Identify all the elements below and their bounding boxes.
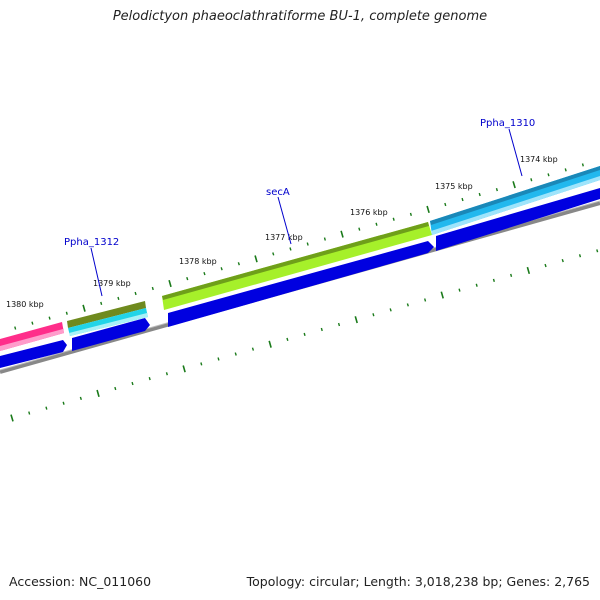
inner-scale-tick: [131, 381, 134, 386]
outer-scale-tick: [168, 279, 172, 288]
inner-scale-tick: [251, 347, 255, 351]
scale-label-1378: 1378 kbp: [179, 257, 217, 266]
inner-scale-tick: [10, 414, 14, 422]
inner-scale-tick: [303, 332, 306, 336]
outer-scale-tick: [14, 326, 17, 330]
gene-label-seca[interactable]: secA: [266, 187, 290, 198]
inner-scale-tick: [526, 266, 531, 275]
inner-scale-tick: [217, 357, 220, 361]
feature-bar-lime[interactable]: [162, 222, 432, 310]
outer-scale-tick: [134, 291, 137, 296]
inner-scale-tick: [475, 283, 478, 287]
inner-scale-tick: [182, 365, 186, 373]
feature-bar-pink-light: [0, 329, 64, 351]
scale-label-1374: 1374 kbp: [520, 155, 558, 164]
inner-scale-tick: [440, 291, 444, 299]
inner-scale-tick: [406, 303, 409, 307]
inner-scale-tick: [79, 396, 82, 401]
scale-label-1376: 1376 kbp: [350, 208, 388, 217]
cds-arrow-ppha-1312[interactable]: [72, 318, 150, 351]
scale-label-1375: 1375 kbp: [435, 182, 473, 191]
outer-scale-tick: [151, 286, 154, 291]
feature-bar-sky-dark: [430, 166, 600, 225]
outer-scale-tick: [220, 267, 223, 271]
inner-scale-tick: [458, 288, 461, 292]
outer-scale-ticks: [14, 163, 584, 330]
inner-scale-ticks: [10, 249, 599, 422]
outer-scale-tick: [203, 271, 206, 276]
inner-scale-tick: [114, 386, 117, 391]
inner-scale-tick: [354, 316, 358, 324]
inner-scale-tick: [596, 249, 599, 253]
scale-label-1380: 1380 kbp: [6, 300, 44, 309]
outer-scale-tick: [254, 255, 258, 263]
accession-text: Accession: NC_011060: [9, 574, 152, 589]
inner-scale-tick: [424, 298, 427, 302]
outer-scale-tick: [117, 296, 120, 300]
inner-scale-tick: [268, 340, 272, 348]
inner-scale-tick: [544, 263, 547, 268]
cds-arrow-ppha-1310[interactable]: [436, 188, 600, 251]
outer-scale-tick: [65, 311, 68, 315]
outer-scale-tick: [237, 262, 240, 266]
outer-scale-tick: [340, 230, 344, 238]
outer-scale-tick: [530, 178, 533, 182]
outer-scale-tick: [495, 188, 498, 192]
inner-scale-tick: [62, 401, 65, 405]
feature-bar-sky-light: [431, 176, 600, 235]
inner-scale-tick: [337, 322, 341, 327]
inner-scale-tick: [578, 254, 582, 258]
inner-scale-tick: [492, 278, 495, 282]
outer-scale-tick: [426, 205, 430, 214]
outer-scale-tick: [547, 173, 550, 177]
cds-arrow-left[interactable]: [0, 340, 67, 368]
genome-summary-text: Topology: circular; Length: 3,018,238 bp…: [246, 574, 590, 589]
gene-label-ppha-1310[interactable]: Ppha_1310: [480, 118, 535, 129]
cds-arrow-seca[interactable]: [168, 241, 434, 327]
inner-scale-tick: [372, 313, 375, 317]
inner-scale-tick: [320, 327, 323, 332]
inner-scale-tick: [286, 337, 289, 341]
outer-scale-tick: [289, 247, 292, 251]
scale-label-1377: 1377 kbp: [265, 233, 303, 242]
outer-scale-tick: [409, 212, 412, 216]
gene-leader-seca: [277, 196, 292, 245]
scale-label-1379: 1379 kbp: [93, 279, 131, 288]
outer-scale-tick: [512, 181, 516, 189]
feature-bar-olive[interactable]: [67, 301, 146, 328]
outer-scale-tick: [100, 301, 103, 305]
outer-scale-tick: [581, 163, 584, 167]
outer-scale-tick: [375, 222, 378, 226]
inner-scale-tick: [200, 362, 203, 366]
inner-scale-tick: [234, 352, 237, 356]
gene-label-ppha-1312[interactable]: Ppha_1312: [64, 237, 119, 248]
outer-scale-tick: [272, 252, 275, 256]
outer-scale-tick: [358, 227, 361, 231]
outer-scale-tick: [461, 197, 464, 202]
outer-scale-tick: [306, 242, 309, 246]
gene-leader-ppha-1312: [90, 247, 103, 297]
outer-scale-tick: [444, 202, 447, 207]
map-title: Pelodictyon phaeoclathratiforme BU-1, co…: [112, 9, 488, 24]
inner-scale-tick: [148, 377, 151, 381]
outer-scale-tick: [392, 217, 395, 221]
inner-scale-tick: [165, 372, 168, 376]
outer-scale-tick: [564, 168, 567, 172]
inner-scale-tick: [510, 273, 513, 277]
outer-scale-tick: [323, 237, 326, 241]
inner-scale-tick: [389, 308, 392, 312]
inner-scale-tick: [561, 258, 564, 263]
inner-scale-tick: [28, 411, 31, 415]
outer-scale-tick: [31, 321, 34, 325]
inner-scale-tick: [96, 389, 100, 398]
feature-bar-lime-dark: [162, 222, 429, 300]
outer-scale-tick: [48, 316, 51, 320]
feature-bar-cyan-light: [69, 313, 148, 336]
outer-scale-tick: [478, 192, 481, 197]
gene-leader-ppha-1310: [508, 128, 523, 177]
inner-scale-tick: [45, 406, 48, 410]
outer-scale-tick: [82, 304, 86, 312]
outer-scale-tick: [186, 276, 189, 281]
